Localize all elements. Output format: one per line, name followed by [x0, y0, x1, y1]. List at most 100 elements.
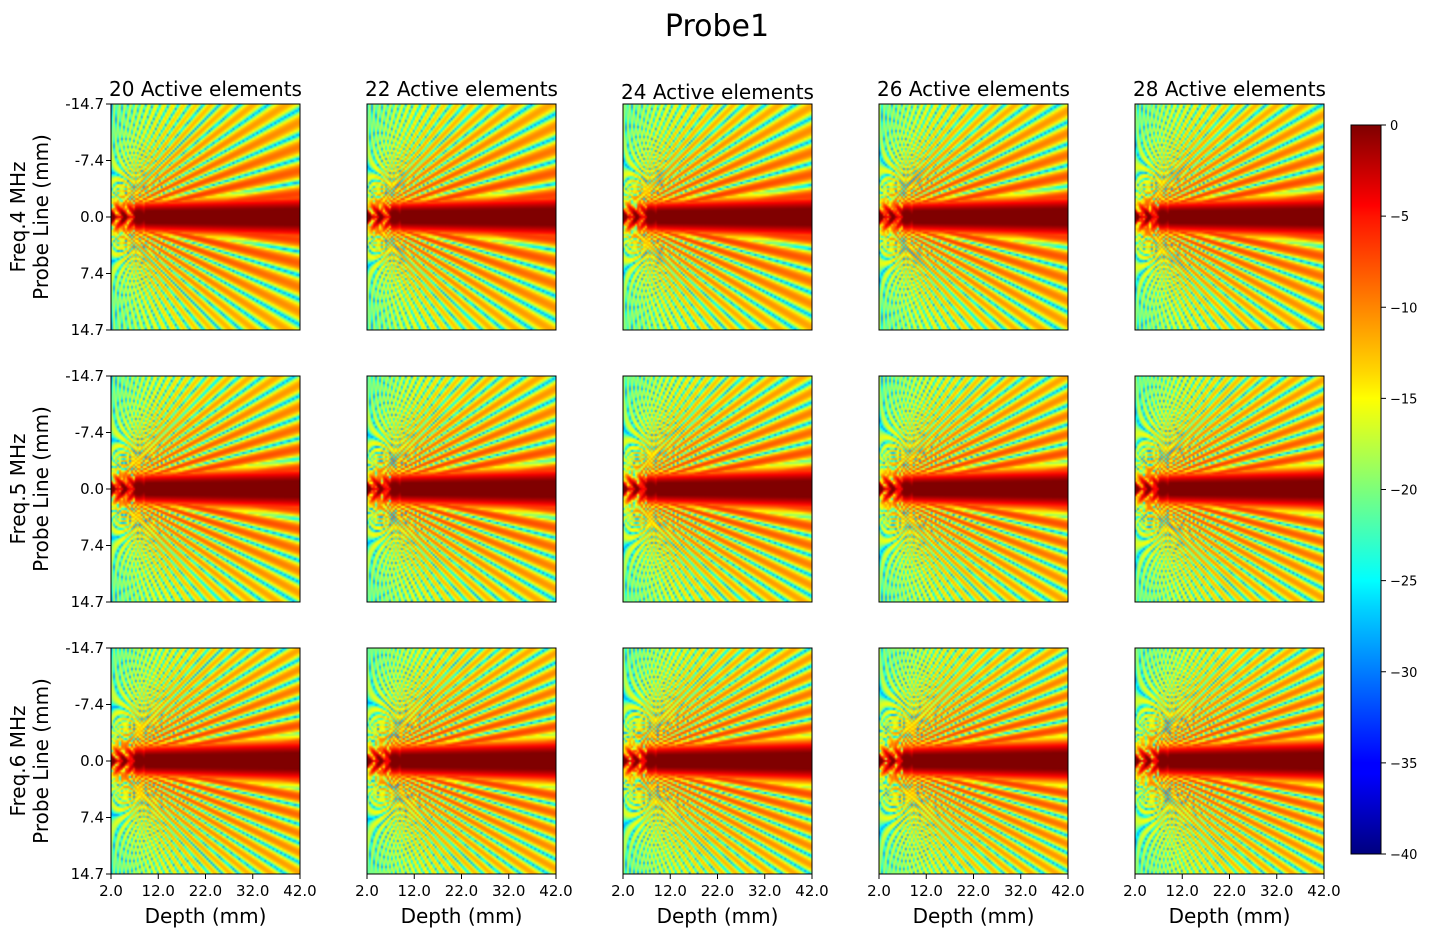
heatmap-image: [1135, 376, 1324, 602]
x-axis-label: Depth (mm): [401, 904, 523, 928]
colorbar-tick-label: 0: [1390, 119, 1398, 134]
row-ylabel-axis: Probe Line (mm): [29, 678, 53, 844]
x-tick-label: 32.0: [236, 882, 269, 900]
heatmap-panel: [1134, 375, 1325, 603]
heatmap-panel: 2.0 12.0 22.0 32.0 42.0 Depth (mm): [355, 647, 573, 928]
x-tick-label: 2.0: [867, 882, 891, 900]
panel-frame: [878, 375, 1069, 603]
x-tick-label: 2.0: [611, 882, 635, 900]
x-tick-label: 2.0: [1123, 882, 1147, 900]
y-tick-label: 14.7: [71, 865, 104, 883]
column-title: 28 Active elements: [1133, 77, 1326, 101]
column-title: 24 Active elements: [621, 80, 814, 104]
panel-frame: [366, 103, 557, 331]
x-axis-label: Depth (mm): [657, 904, 779, 928]
y-tick-label: 7.4: [80, 537, 104, 555]
row-ylabel-axis: Probe Line (mm): [29, 134, 53, 300]
heatmap-image: [879, 648, 1068, 874]
row-ylabel-freq: Freq.4 MHz: [6, 161, 30, 272]
row-ylabel-freq: Freq.6 MHz: [6, 705, 30, 816]
x-tick-label: 12.0: [1166, 882, 1199, 900]
y-tick-label: 7.4: [80, 265, 104, 283]
x-tick-label: 32.0: [748, 882, 781, 900]
heatmap-image: [367, 376, 556, 602]
colorbar-tick-label: −5: [1390, 210, 1409, 225]
column-title: 20 Active elements: [109, 77, 302, 101]
heatmap-panel: 20 Active elements -14.7 -7.4 0.0 7.4 14.7 Fre…: [6, 77, 302, 339]
heatmap-panel: [622, 375, 813, 603]
y-tick-label: -14.7: [65, 95, 104, 113]
x-tick-label: 2.0: [99, 882, 123, 900]
heatmap-panel: 24 Active elements: [621, 80, 814, 331]
colorbar: 0 −5 −10 −15 −20 −25 −30 −35 −40: [1350, 119, 1417, 863]
colorbar-tick-label: −40: [1390, 848, 1417, 863]
y-tick-label: 14.7: [71, 321, 104, 339]
panel-frame: [366, 375, 557, 603]
y-tick-label: -7.4: [75, 152, 104, 170]
x-tick-label: 22.0: [1213, 882, 1246, 900]
x-tick-label: 12.0: [910, 882, 943, 900]
heatmap-panel: 2.0 12.0 22.0 32.0 42.0 Depth (mm): [1123, 647, 1341, 928]
x-tick-label: 12.0: [654, 882, 687, 900]
column-title: 26 Active elements: [877, 77, 1070, 101]
heatmap-panel: -14.7 -7.4 0.0 7.4 14.7 Freq.5 MHz Probe Line …: [6, 367, 301, 611]
colorbar-tick-label: −10: [1390, 301, 1417, 316]
colorbar-tick-label: −30: [1390, 666, 1417, 681]
heatmap-image: [367, 104, 556, 330]
x-tick-label: 32.0: [1260, 882, 1293, 900]
heatmap-image: [623, 648, 812, 874]
y-tick-label: 0.0: [80, 208, 104, 226]
x-tick-label: 12.0: [398, 882, 431, 900]
x-axis-label: Depth (mm): [913, 904, 1035, 928]
x-tick-label: 22.0: [445, 882, 478, 900]
x-tick-label: 42.0: [1051, 882, 1084, 900]
x-tick-label: 32.0: [492, 882, 525, 900]
colorbar-tick-label: −15: [1390, 392, 1417, 407]
x-tick-label: 42.0: [283, 882, 316, 900]
heatmap-image: [879, 376, 1068, 602]
y-tick-label: 14.7: [71, 593, 104, 611]
heatmap-image: [367, 648, 556, 874]
heatmap-image: [623, 376, 812, 602]
y-tick-label: -14.7: [65, 367, 104, 385]
x-tick-label: 22.0: [189, 882, 222, 900]
heatmap-panel: -14.7 -7.4 0.0 7.4 14.7 Freq.6 MHz Probe Line …: [6, 639, 317, 928]
heatmap-panel: 2.0 12.0 22.0 32.0 42.0 Depth (mm): [867, 647, 1085, 928]
panel-grid: 20 Active elements -14.7 -7.4 0.0 7.4 14.7 Fre…: [6, 77, 1341, 928]
figure-title: Probe1: [665, 9, 769, 44]
y-tick-label: -14.7: [65, 639, 104, 657]
heatmap-panel: 28 Active elements: [1133, 77, 1326, 331]
colorbar-gradient: [1350, 124, 1382, 855]
heatmap-image: [879, 104, 1068, 330]
y-tick-label: -7.4: [75, 424, 104, 442]
row-ylabel-freq: Freq.5 MHz: [6, 433, 30, 544]
y-tick-label: -7.4: [75, 696, 104, 714]
heatmap-panel: [366, 375, 557, 603]
x-tick-label: 42.0: [1307, 882, 1340, 900]
panel-frame: [878, 103, 1069, 331]
x-tick-label: 32.0: [1004, 882, 1037, 900]
colorbar-tick-label: −35: [1390, 757, 1417, 772]
panel-frame: [1134, 103, 1325, 331]
panel-frame: [622, 375, 813, 603]
heatmap-panel: 22 Active elements: [365, 77, 558, 331]
heatmap-image: [623, 104, 812, 330]
panel-frame: [622, 103, 813, 331]
heatmap-image: [1135, 104, 1324, 330]
row-ylabel-axis: Probe Line (mm): [29, 406, 53, 572]
y-tick-label: 0.0: [80, 752, 104, 770]
heatmap-panel: 26 Active elements: [877, 77, 1070, 331]
x-axis-label: Depth (mm): [1169, 904, 1291, 928]
colorbar-tick-label: −25: [1390, 575, 1417, 590]
heatmap-image: [111, 376, 300, 602]
x-tick-label: 22.0: [701, 882, 734, 900]
x-tick-label: 22.0: [957, 882, 990, 900]
column-title: 22 Active elements: [365, 77, 558, 101]
heatmap-image: [1135, 648, 1324, 874]
colorbar-tick-label: −20: [1390, 484, 1417, 499]
x-tick-label: 42.0: [539, 882, 572, 900]
x-axis-label: Depth (mm): [145, 904, 267, 928]
heatmap-image: [111, 648, 300, 874]
y-tick-label: 7.4: [80, 809, 104, 827]
